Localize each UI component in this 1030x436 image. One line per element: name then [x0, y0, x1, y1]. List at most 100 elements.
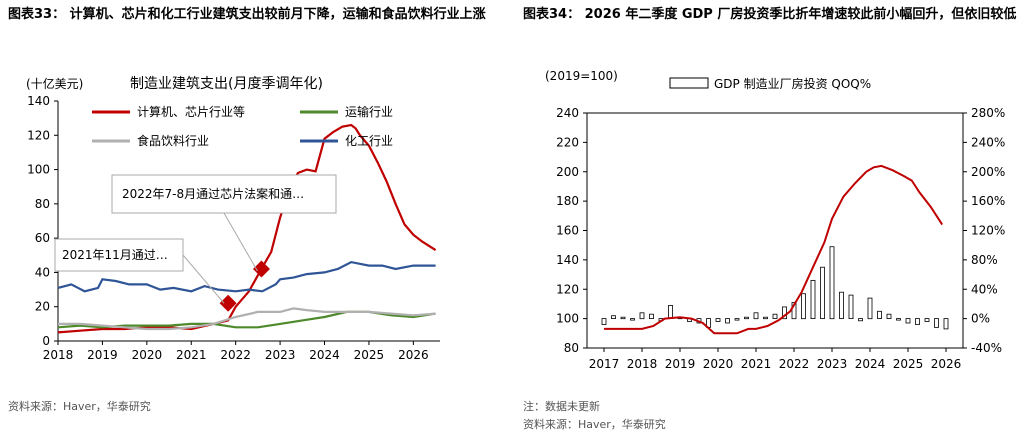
- right-x-tick-label: 2017: [589, 357, 620, 371]
- right-bar: [611, 315, 616, 320]
- left-legend-label-1: 运输行业: [345, 104, 393, 119]
- left-x-tick-label: 2025: [354, 348, 385, 362]
- left-x-tick-label: 2019: [87, 348, 118, 362]
- right-x-tick-label: 2021: [741, 357, 772, 371]
- left-x-tick-label: 2018: [43, 348, 74, 362]
- left-unit-label: (十亿美元): [26, 76, 83, 91]
- left-figure-title: 图表33： 计算机、芯片和化工行业建筑支出较前月下降，运输和食品饮料行业上涨: [8, 7, 486, 22]
- right-bar: [896, 318, 901, 321]
- right-legend-swatch: [669, 77, 709, 89]
- right-series-line: [604, 164, 944, 335]
- right-x-tick-label: 2020: [703, 357, 734, 371]
- right-x-tick-label: 2019: [665, 357, 696, 371]
- left-x-tick-label: 2026: [398, 348, 429, 362]
- right-bar: [867, 297, 873, 320]
- right-bar: [772, 313, 778, 320]
- left-figure: 图表33： 计算机、芯片和化工行业建筑支出较前月下降，运输和食品饮料行业上涨 (…: [8, 7, 486, 413]
- right-y2-tick-label: 200%: [971, 165, 1005, 179]
- right-bar: [943, 318, 949, 330]
- right-x-tick-label: 2025: [893, 357, 924, 371]
- right-bar: [848, 294, 854, 320]
- left-y-tick-label: 40: [35, 265, 50, 279]
- right-bar: [810, 279, 816, 319]
- left-x-tick-label: 2020: [132, 348, 163, 362]
- right-y2-tick-label: 120%: [971, 224, 1005, 238]
- left-x-tick-label: 2022: [220, 348, 251, 362]
- right-y2-tick-label: 40%: [971, 282, 998, 296]
- right-y-tick-label: 200: [556, 165, 579, 179]
- right-bar: [744, 316, 749, 320]
- right-bar: [915, 318, 920, 325]
- left-chart-title: 制造业建筑支出(月度季调年化): [130, 76, 323, 92]
- right-x-tick-label: 2023: [817, 357, 848, 371]
- right-bar: [877, 310, 882, 319]
- left-annotation-leader-1: [223, 212, 258, 272]
- right-source: 资料来源：Haver，华泰研究: [523, 418, 666, 431]
- right-y-tick-label: 180: [556, 194, 579, 208]
- right-y-tick-label: 220: [556, 135, 579, 149]
- right-bar: [829, 246, 835, 320]
- left-legend-label-2: 食品饮料行业: [137, 133, 209, 148]
- right-bar: [886, 313, 892, 320]
- right-bar: [649, 313, 654, 320]
- left-highlight-marker-0: [219, 294, 237, 312]
- left-y-tick-label: 100: [27, 163, 50, 177]
- right-y2-tick-label: 80%: [971, 253, 998, 267]
- right-y2-tick-label: 160%: [971, 194, 1005, 208]
- right-y-tick-label: 120: [556, 282, 579, 296]
- left-series-line-0: [57, 123, 437, 334]
- right-y-tick-label: 160: [556, 224, 579, 238]
- right-bar: [782, 306, 787, 320]
- right-bar: [734, 318, 740, 321]
- left-y-tick-label: 0: [42, 334, 50, 348]
- right-note: 注：数据未更新: [523, 400, 600, 413]
- right-x-tick-label: 2024: [855, 357, 886, 371]
- right-x-tick-label: 2018: [627, 357, 658, 371]
- right-bar: [858, 318, 863, 322]
- right-bar: [839, 291, 844, 320]
- right-figure: 图表34： 2026 年二季度 GDP 厂房投资季比折年增速较此前小幅回升，但依…: [515, 0, 1030, 436]
- right-bar: [753, 312, 759, 320]
- right-bar: [620, 316, 626, 320]
- right-x-tick-label: 2026: [931, 357, 962, 371]
- left-y-tick-label: 80: [35, 197, 50, 211]
- right-y2-tick-label: 280%: [971, 106, 1005, 120]
- right-y2-tick-label: 240%: [971, 135, 1005, 149]
- left-highlight-marker-1: [252, 260, 270, 278]
- left-x-tick-label: 2021: [176, 348, 207, 362]
- right-y2-tick-label: 0%: [971, 312, 990, 326]
- left-annotation-text-1: 2022年7-8月通过芯片法案和通…: [122, 186, 304, 201]
- left-y-tick-label: 140: [27, 94, 50, 108]
- left-line-chart: (十亿美元) 制造业建筑支出(月度季调年化) 0 20 40 60 80 100 120 140 2…: [26, 76, 440, 362]
- right-y2-tick-label: -40%: [971, 341, 1002, 355]
- right-y-tick-label: 140: [556, 253, 579, 267]
- left-y-tick-label: 60: [35, 231, 50, 245]
- right-bar: [791, 302, 797, 320]
- right-bar: [668, 304, 673, 319]
- left-annotation-box-1: [111, 174, 337, 214]
- right-figure-title: 图表34： 2026 年二季度 GDP 厂房投资季比折年增速较此前小幅回升，但依…: [523, 7, 1017, 22]
- right-bar: [801, 293, 806, 320]
- left-annotation-box-0: [54, 238, 184, 272]
- right-x-tick-label: 2022: [779, 357, 810, 371]
- right-bar: [725, 318, 730, 324]
- right-bar: [639, 312, 645, 320]
- right-bar: [763, 316, 768, 320]
- right-unit-label: (2019=100): [545, 69, 618, 83]
- left-series-line-3: [57, 260, 436, 293]
- right-legend-label: GDP 制造业厂房投资 QOQ%: [714, 76, 871, 91]
- left-annotation-leader-0: [182, 254, 225, 304]
- left-annotation-text-0: 2021年11月通过…: [62, 248, 168, 262]
- left-legend-label-0: 计算机、芯片行业等: [137, 104, 245, 119]
- right-y-tick-label: 100: [556, 312, 579, 326]
- right-bar: [820, 266, 825, 320]
- right-bar: [715, 318, 721, 322]
- right-bar: [924, 318, 930, 322]
- right-bar: [905, 318, 911, 324]
- right-bar: [630, 318, 635, 321]
- left-x-tick-label: 2024: [309, 348, 340, 362]
- left-legend-label-3: 化工行业: [345, 134, 393, 148]
- right-bar: [601, 318, 607, 325]
- left-x-tick-label: 2023: [265, 348, 296, 362]
- left-series-line-2: [58, 307, 436, 331]
